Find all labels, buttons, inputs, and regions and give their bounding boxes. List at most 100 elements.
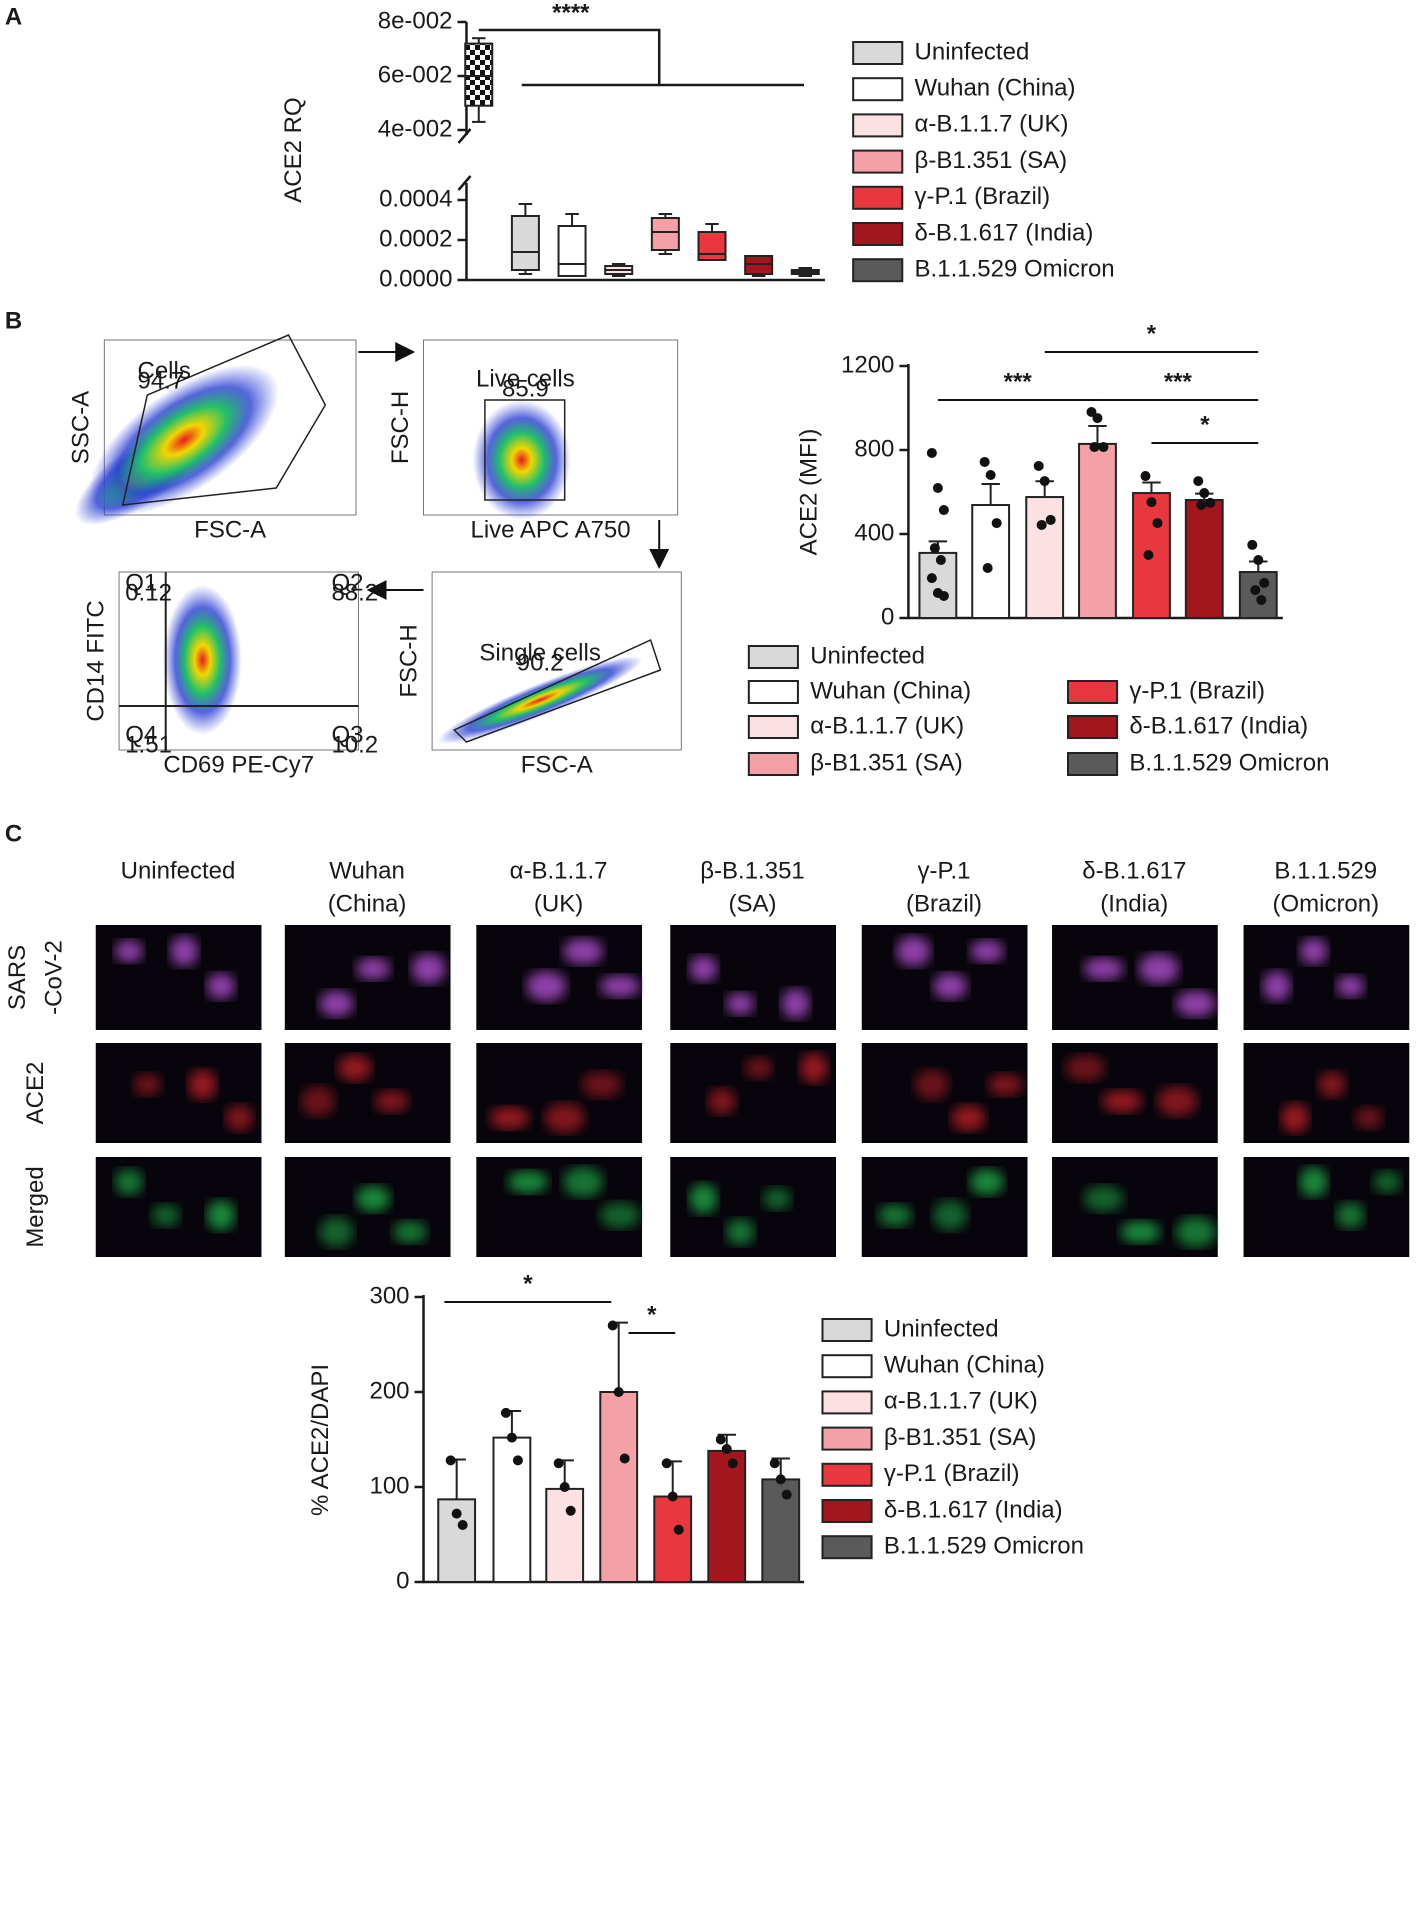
- legend-label: Wuhan (China): [810, 677, 971, 704]
- gate-value: 90.2: [517, 649, 564, 676]
- bar: [1025, 496, 1065, 620]
- cell: [1083, 957, 1124, 980]
- cell: [544, 1103, 585, 1133]
- data-point: [775, 1474, 786, 1485]
- data-point: [781, 1489, 792, 1500]
- flow-x-label: Live APC A750: [471, 516, 631, 543]
- legend-label: δ-B.1.617 (India): [1129, 712, 1308, 739]
- data-point: [1205, 497, 1216, 508]
- data-point: [1036, 519, 1047, 530]
- column-header: α-B.1.1.7: [510, 857, 608, 884]
- flow-x-label: FSC-A: [194, 516, 266, 543]
- data-point: [1098, 442, 1109, 453]
- legend-swatch: [821, 1462, 873, 1487]
- data-point: [1196, 500, 1207, 511]
- cell: [563, 1167, 604, 1197]
- data-point: [991, 518, 1002, 529]
- quadrant-value: 1.51: [125, 731, 172, 758]
- cell: [969, 940, 1004, 963]
- quadrant-value: 10.2: [331, 731, 378, 758]
- column-header: (Brazil): [906, 890, 982, 917]
- bar: [1238, 571, 1278, 620]
- legend-swatch: [821, 1354, 873, 1379]
- legend-label: γ-P.1 (Brazil): [1129, 677, 1265, 704]
- flow-y-label: SSC-A: [68, 391, 95, 464]
- column-header: β-B.1.351: [700, 857, 805, 884]
- legend-label: Uninfected: [810, 642, 925, 669]
- legend-swatch: [852, 41, 904, 65]
- cell: [707, 1088, 736, 1115]
- legend-swatch: [747, 680, 799, 704]
- box: [464, 42, 494, 107]
- bar: [492, 1436, 532, 1583]
- cell: [1373, 1171, 1402, 1193]
- gate: [121, 334, 327, 506]
- legend-swatch: [852, 185, 904, 210]
- data-point: [1045, 514, 1056, 525]
- legend-label: B.1.1.529 Omicron: [884, 1533, 1084, 1560]
- cell: [799, 1053, 828, 1083]
- cell: [1102, 1090, 1143, 1113]
- column-header: (Omicron): [1272, 890, 1379, 917]
- data-point: [715, 1434, 726, 1445]
- data-point: [1146, 497, 1157, 508]
- cell: [1281, 1103, 1310, 1133]
- cell: [933, 973, 968, 1000]
- cell: [206, 1200, 235, 1231]
- data-point: [1193, 476, 1204, 487]
- cell: [319, 1217, 354, 1247]
- cell: [114, 1169, 143, 1195]
- cell: [1317, 1071, 1346, 1098]
- data-point: [938, 590, 949, 601]
- y-tick-label: 0.0004: [379, 185, 452, 212]
- box: [510, 215, 540, 271]
- legend-swatch: [852, 149, 904, 174]
- legend-label: δ-B.1.617 (India): [915, 219, 1094, 246]
- legend-swatch: [821, 1390, 873, 1415]
- gate-label: Live cells: [476, 365, 575, 392]
- data-point: [667, 1491, 678, 1502]
- box: [697, 231, 727, 261]
- data-point: [1089, 442, 1100, 453]
- flow-x-label: FSC-A: [521, 751, 593, 778]
- data-point: [553, 1458, 564, 1469]
- legend-swatch: [1067, 715, 1119, 739]
- cell: [599, 1202, 640, 1229]
- data-point: [506, 1432, 517, 1443]
- y-tick-label: 100: [369, 1472, 409, 1499]
- legend-swatch: [852, 113, 904, 138]
- y-tick-label: 1200: [841, 351, 894, 378]
- cell: [988, 1073, 1023, 1096]
- flow-y-label: FSC-H: [395, 624, 422, 697]
- significance-label: ****: [552, 0, 590, 26]
- data-point: [1199, 488, 1210, 499]
- cell: [969, 1169, 1004, 1195]
- data-point: [1092, 413, 1103, 424]
- data-point: [661, 1458, 672, 1469]
- y-tick-label: 8e-002: [378, 7, 453, 34]
- cell: [170, 936, 199, 967]
- column-header: (China): [328, 890, 407, 917]
- data-point: [1086, 406, 1097, 417]
- data-point: [559, 1482, 570, 1492]
- cell: [300, 1086, 335, 1117]
- column-header: (India): [1100, 890, 1168, 917]
- cell: [1262, 971, 1291, 1002]
- legend-label: Uninfected: [915, 38, 1030, 65]
- gate-label: Single cells: [479, 639, 600, 666]
- bar: [437, 1498, 477, 1583]
- cell: [896, 936, 931, 967]
- data-point: [727, 1458, 738, 1469]
- legend-swatch: [1067, 680, 1119, 704]
- legend-label: δ-B.1.617 (India): [884, 1496, 1063, 1523]
- cell: [374, 1090, 409, 1113]
- data-point: [932, 483, 943, 494]
- legend-swatch: [821, 1426, 873, 1451]
- box: [650, 217, 680, 251]
- flow-y-label: CD14 FITC: [82, 600, 109, 721]
- data-point: [1152, 518, 1163, 529]
- legend-swatch: [852, 77, 904, 102]
- legend-label: β-B1.351 (SA): [884, 1424, 1037, 1451]
- cell: [689, 1183, 718, 1214]
- row-label: SARS: [4, 945, 31, 1010]
